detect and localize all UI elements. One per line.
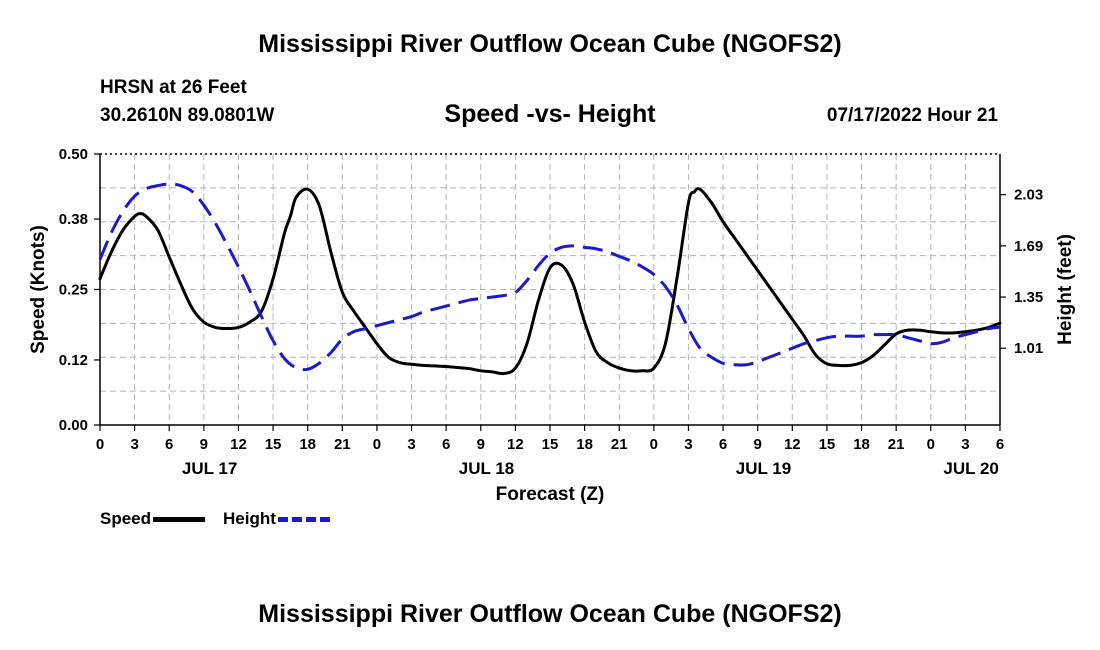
y-axis-title: Speed (Knots) <box>28 225 49 354</box>
x-tick-label: 15 <box>542 436 559 453</box>
x-tick-label: 15 <box>819 436 836 453</box>
speed-height-chart: 0 3 6 9 12 15 18 21 0 3 6 9 12 15 18 21 0 3 6 9 12 15 18 21 0 3 6J… <box>28 146 1076 505</box>
y2-axis-title: Height (feet) <box>1055 234 1076 345</box>
y2-tick-label: 1.01 <box>1014 340 1043 357</box>
forecast-datetime: 07/17/2022 Hour 21 <box>826 105 998 126</box>
x-tick-label: 3 <box>407 436 415 453</box>
x-tick-label: 3 <box>684 436 692 453</box>
x-tick-label: 0 <box>927 436 935 453</box>
x-tick-label: 18 <box>576 436 593 453</box>
legend-speed-swatch <box>153 516 206 522</box>
footer-title: Mississippi River Outflow Ocean Cube (NG… <box>258 600 842 628</box>
x-tick-label: 0 <box>373 436 381 453</box>
coordinates-label: 30.2610N 89.0801W <box>100 105 275 126</box>
x-tick-label: 21 <box>888 436 905 453</box>
y2-tick-label: 1.69 <box>1014 238 1043 255</box>
x-tick-label: 9 <box>754 436 762 453</box>
x-tick-label: 12 <box>507 436 524 453</box>
legend: Speed Height <box>100 509 330 529</box>
x-tick-label: 6 <box>442 436 450 453</box>
x-day-label: JUL 18 <box>459 459 514 478</box>
legend-speed-label: Speed <box>100 509 152 528</box>
y2-tick-label: 2.03 <box>1014 187 1043 204</box>
x-tick-label: 21 <box>334 436 351 453</box>
y2-tick-label: 1.35 <box>1014 289 1043 306</box>
x-tick-label: 18 <box>299 436 316 453</box>
x-tick-label: 3 <box>961 436 969 453</box>
y-tick-label: 0.25 <box>59 282 88 299</box>
legend-height-label: Height <box>223 509 276 528</box>
x-tick-label: 9 <box>477 436 485 453</box>
chart-title: Mississippi River Outflow Ocean Cube (NG… <box>258 30 842 58</box>
chart-subtitle: Speed -vs- Height <box>444 100 656 128</box>
legend-height-swatch <box>277 516 330 522</box>
x-tick-label: 0 <box>96 436 104 453</box>
x-tick-label: 3 <box>130 436 138 453</box>
station-label: HRSN at 26 Feet <box>100 77 247 98</box>
y-tick-label: 0.50 <box>59 146 88 163</box>
x-day-label: JUL 19 <box>736 459 791 478</box>
series-speed-line <box>98 187 1002 376</box>
x-tick-label: 6 <box>996 436 1004 453</box>
x-tick-label: 6 <box>165 436 173 453</box>
x-axis-title: Forecast (Z) <box>496 484 605 505</box>
x-tick-label: 9 <box>200 436 208 453</box>
x-tick-label: 0 <box>650 436 658 453</box>
y-tick-label: 0.12 <box>59 352 88 369</box>
y-tick-label: 0.38 <box>59 211 88 228</box>
x-tick-label: 21 <box>611 436 628 453</box>
y-tick-label: 0.00 <box>59 417 88 434</box>
x-tick-label: 15 <box>265 436 282 453</box>
x-tick-label: 12 <box>784 436 801 453</box>
x-day-label: JUL 17 <box>182 459 237 478</box>
x-tick-label: 6 <box>719 436 727 453</box>
x-tick-label: 18 <box>853 436 870 453</box>
x-day-label: JUL 20 <box>943 459 998 478</box>
series-height-line <box>98 182 1001 372</box>
x-tick-label: 12 <box>230 436 247 453</box>
